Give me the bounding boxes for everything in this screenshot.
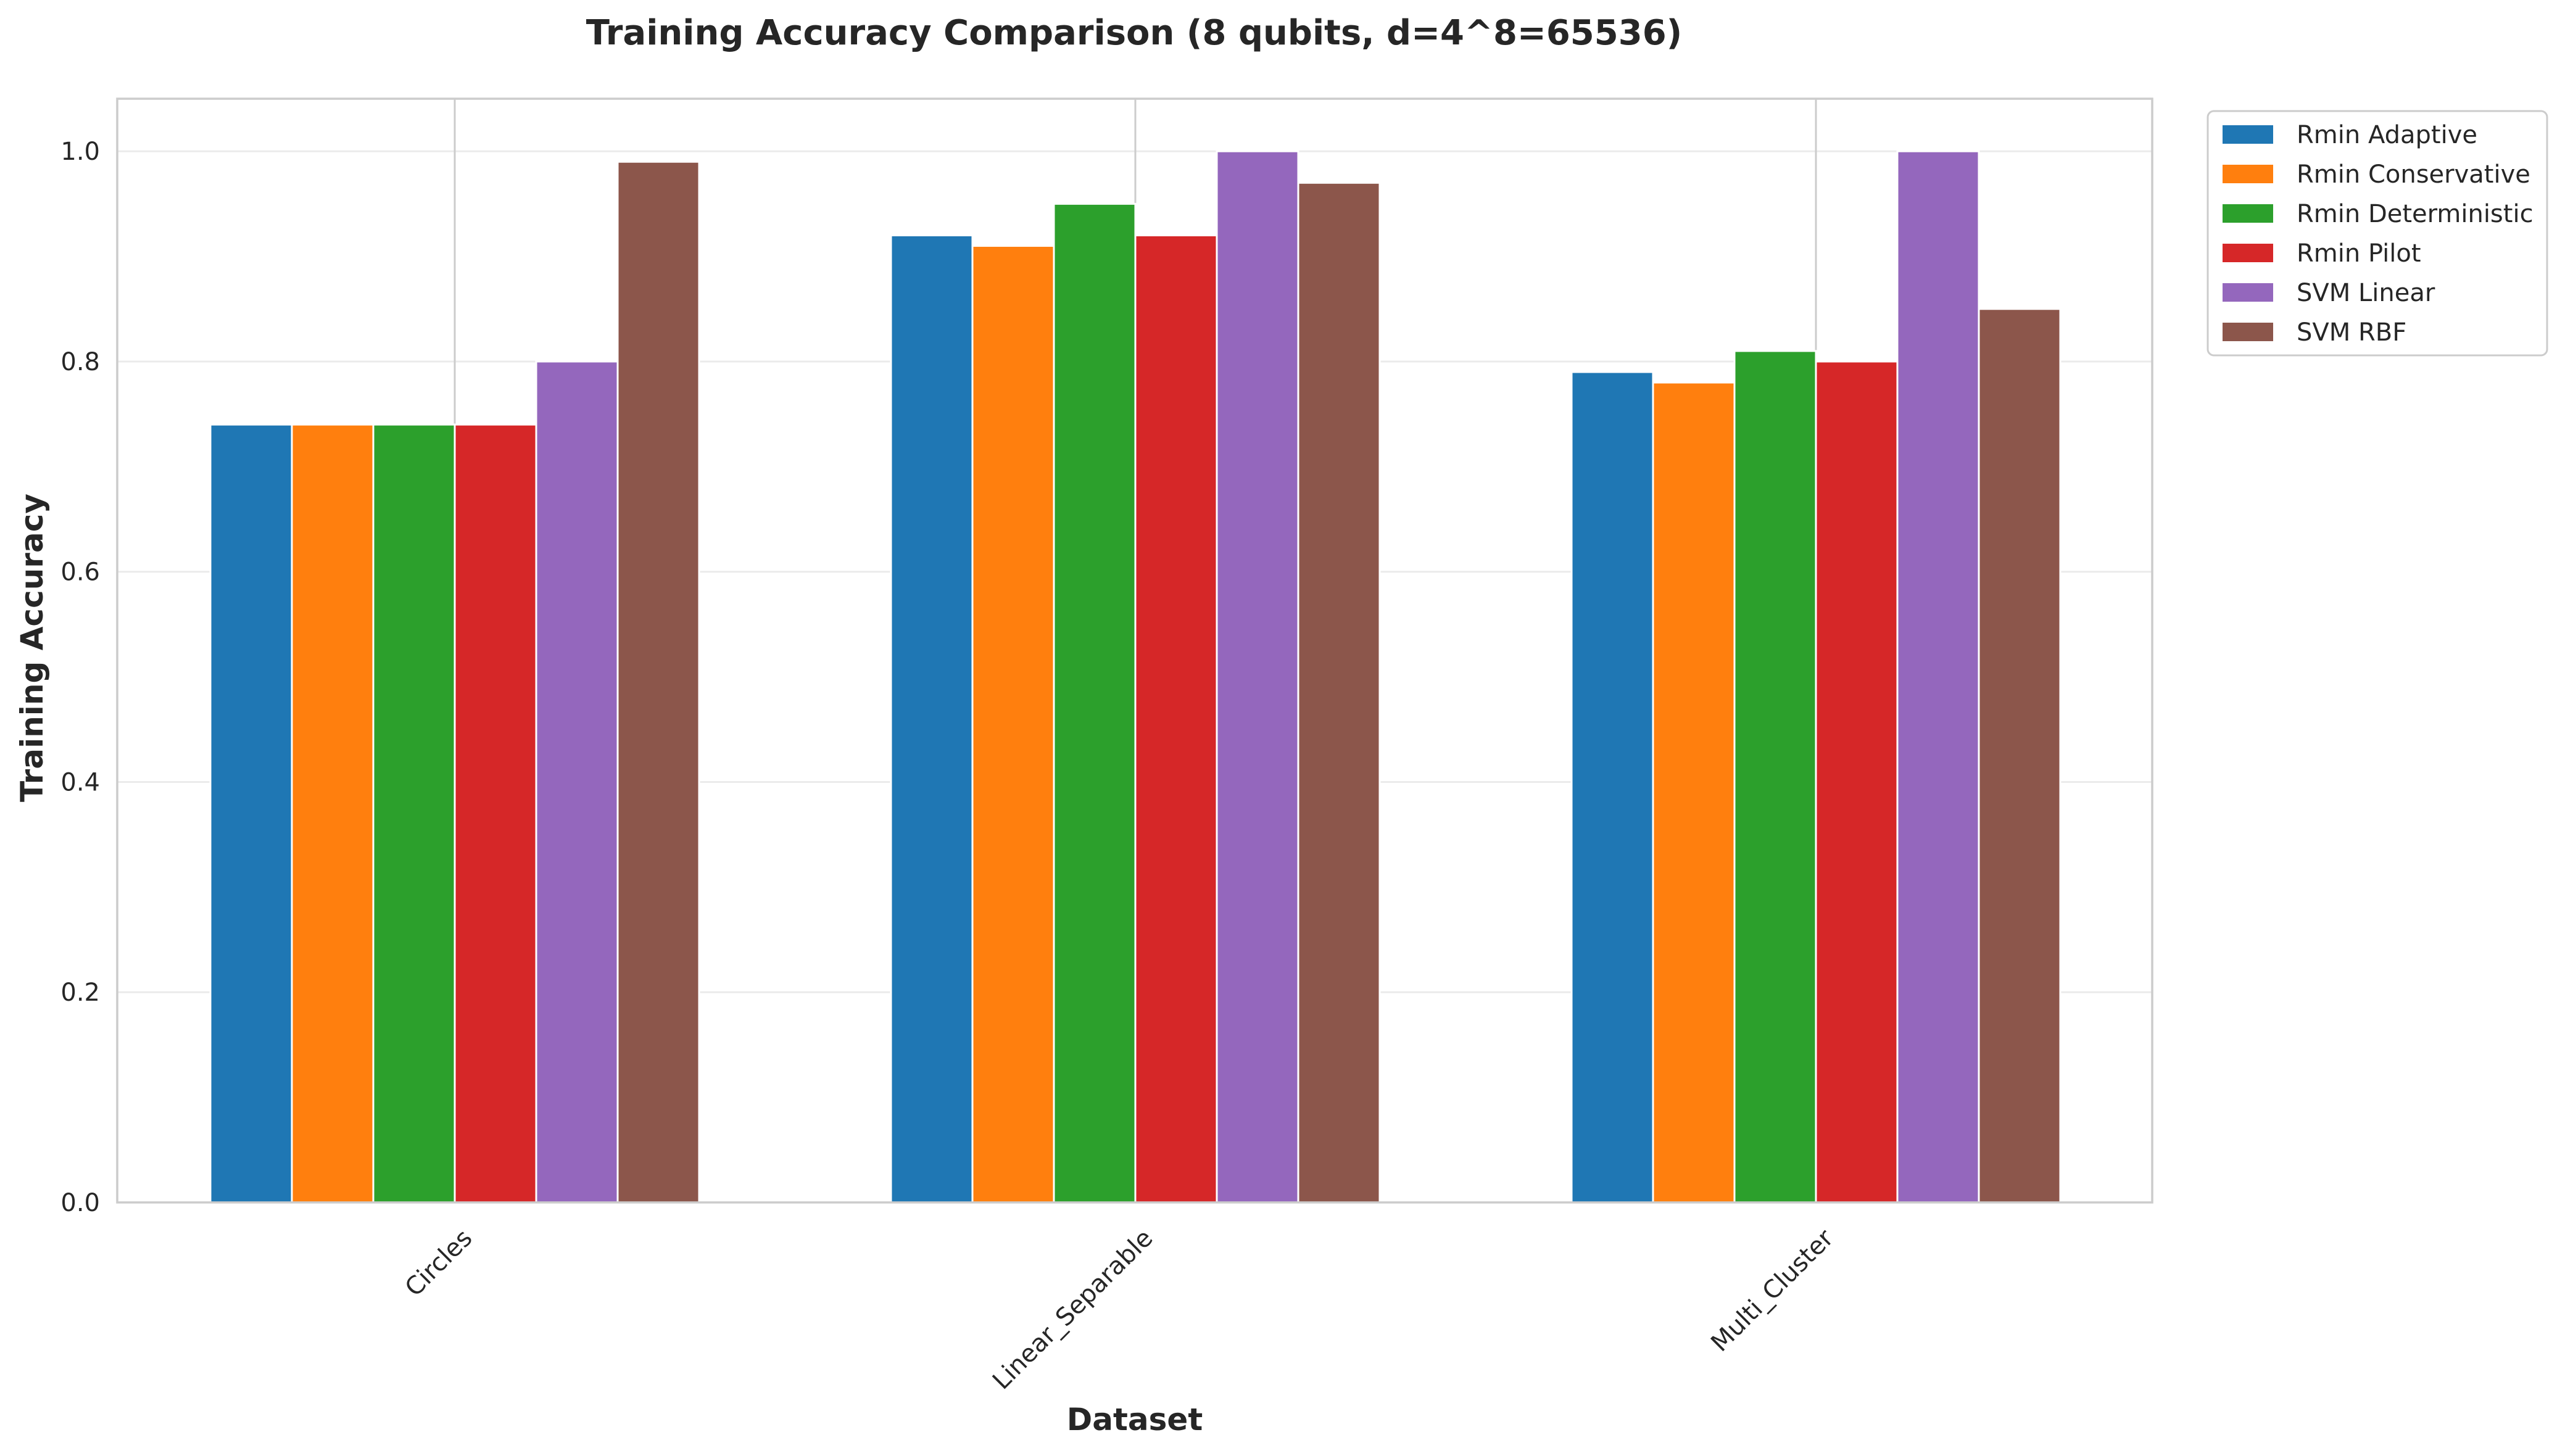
bar-rmin-conservative-circles: [291, 423, 375, 1204]
legend-label: SVM RBF: [2297, 318, 2406, 347]
y-tick-label: 0.8: [60, 348, 100, 376]
bar-rmin-conservative-multi-cluster: [1652, 381, 1736, 1204]
bar-rmin-pilot-circles: [454, 423, 537, 1204]
legend-label: SVM Linear: [2297, 279, 2435, 307]
bar-rmin-conservative-linear-separable: [971, 245, 1055, 1204]
bar-rmin-adaptive-linear-separable: [890, 234, 974, 1204]
plot-frame: [116, 97, 2153, 1204]
y-tick-label: 0.0: [60, 1189, 100, 1217]
y-tick-label: 1.0: [60, 138, 100, 166]
legend-label: Rmin Conservative: [2297, 160, 2530, 189]
bar-rmin-deterministic-linear-separable: [1053, 202, 1137, 1204]
legend: Rmin Adaptive Rmin Conservative Rmin Deter…: [2207, 110, 2548, 357]
y-tick-label: 0.2: [60, 978, 100, 1007]
bar-svm-rbf-circles: [616, 160, 700, 1204]
y-tick-label: 0.4: [60, 768, 100, 796]
bar-svm-rbf-linear-separable: [1297, 181, 1381, 1204]
bar-rmin-pilot-linear-separable: [1134, 234, 1218, 1204]
legend-label: Rmin Adaptive: [2297, 121, 2477, 149]
legend-swatch: [2223, 244, 2273, 262]
y-tick-label: 0.6: [60, 558, 100, 587]
legend-swatch: [2223, 165, 2273, 183]
legend-label: Rmin Deterministic: [2297, 200, 2534, 228]
chart-title: Training Accuracy Comparison (8 qubits, …: [586, 13, 1683, 53]
bar-rmin-pilot-multi-cluster: [1815, 360, 1899, 1204]
legend-swatch: [2223, 283, 2273, 302]
y-axis-label: Training Accuracy: [14, 494, 50, 802]
x-axis-label: Dataset: [1067, 1402, 1203, 1437]
legend-box: [2207, 110, 2548, 357]
legend-swatch: [2223, 204, 2273, 223]
bar-svm-linear-circles: [535, 360, 619, 1204]
bar-svm-linear-multi-cluster: [1896, 150, 1980, 1204]
bar-rmin-deterministic-multi-cluster: [1733, 350, 1817, 1204]
bar-rmin-deterministic-circles: [372, 423, 456, 1204]
bar-rmin-adaptive-multi-cluster: [1570, 371, 1654, 1204]
bar-rmin-adaptive-circles: [209, 423, 293, 1204]
legend-swatch: [2223, 323, 2273, 341]
legend-swatch: [2223, 125, 2273, 144]
bar-svm-rbf-multi-cluster: [1978, 308, 2062, 1204]
bars-layer: [209, 150, 2062, 1204]
legend-label: Rmin Pilot: [2297, 239, 2421, 268]
bar-svm-linear-linear-separable: [1216, 150, 1299, 1204]
